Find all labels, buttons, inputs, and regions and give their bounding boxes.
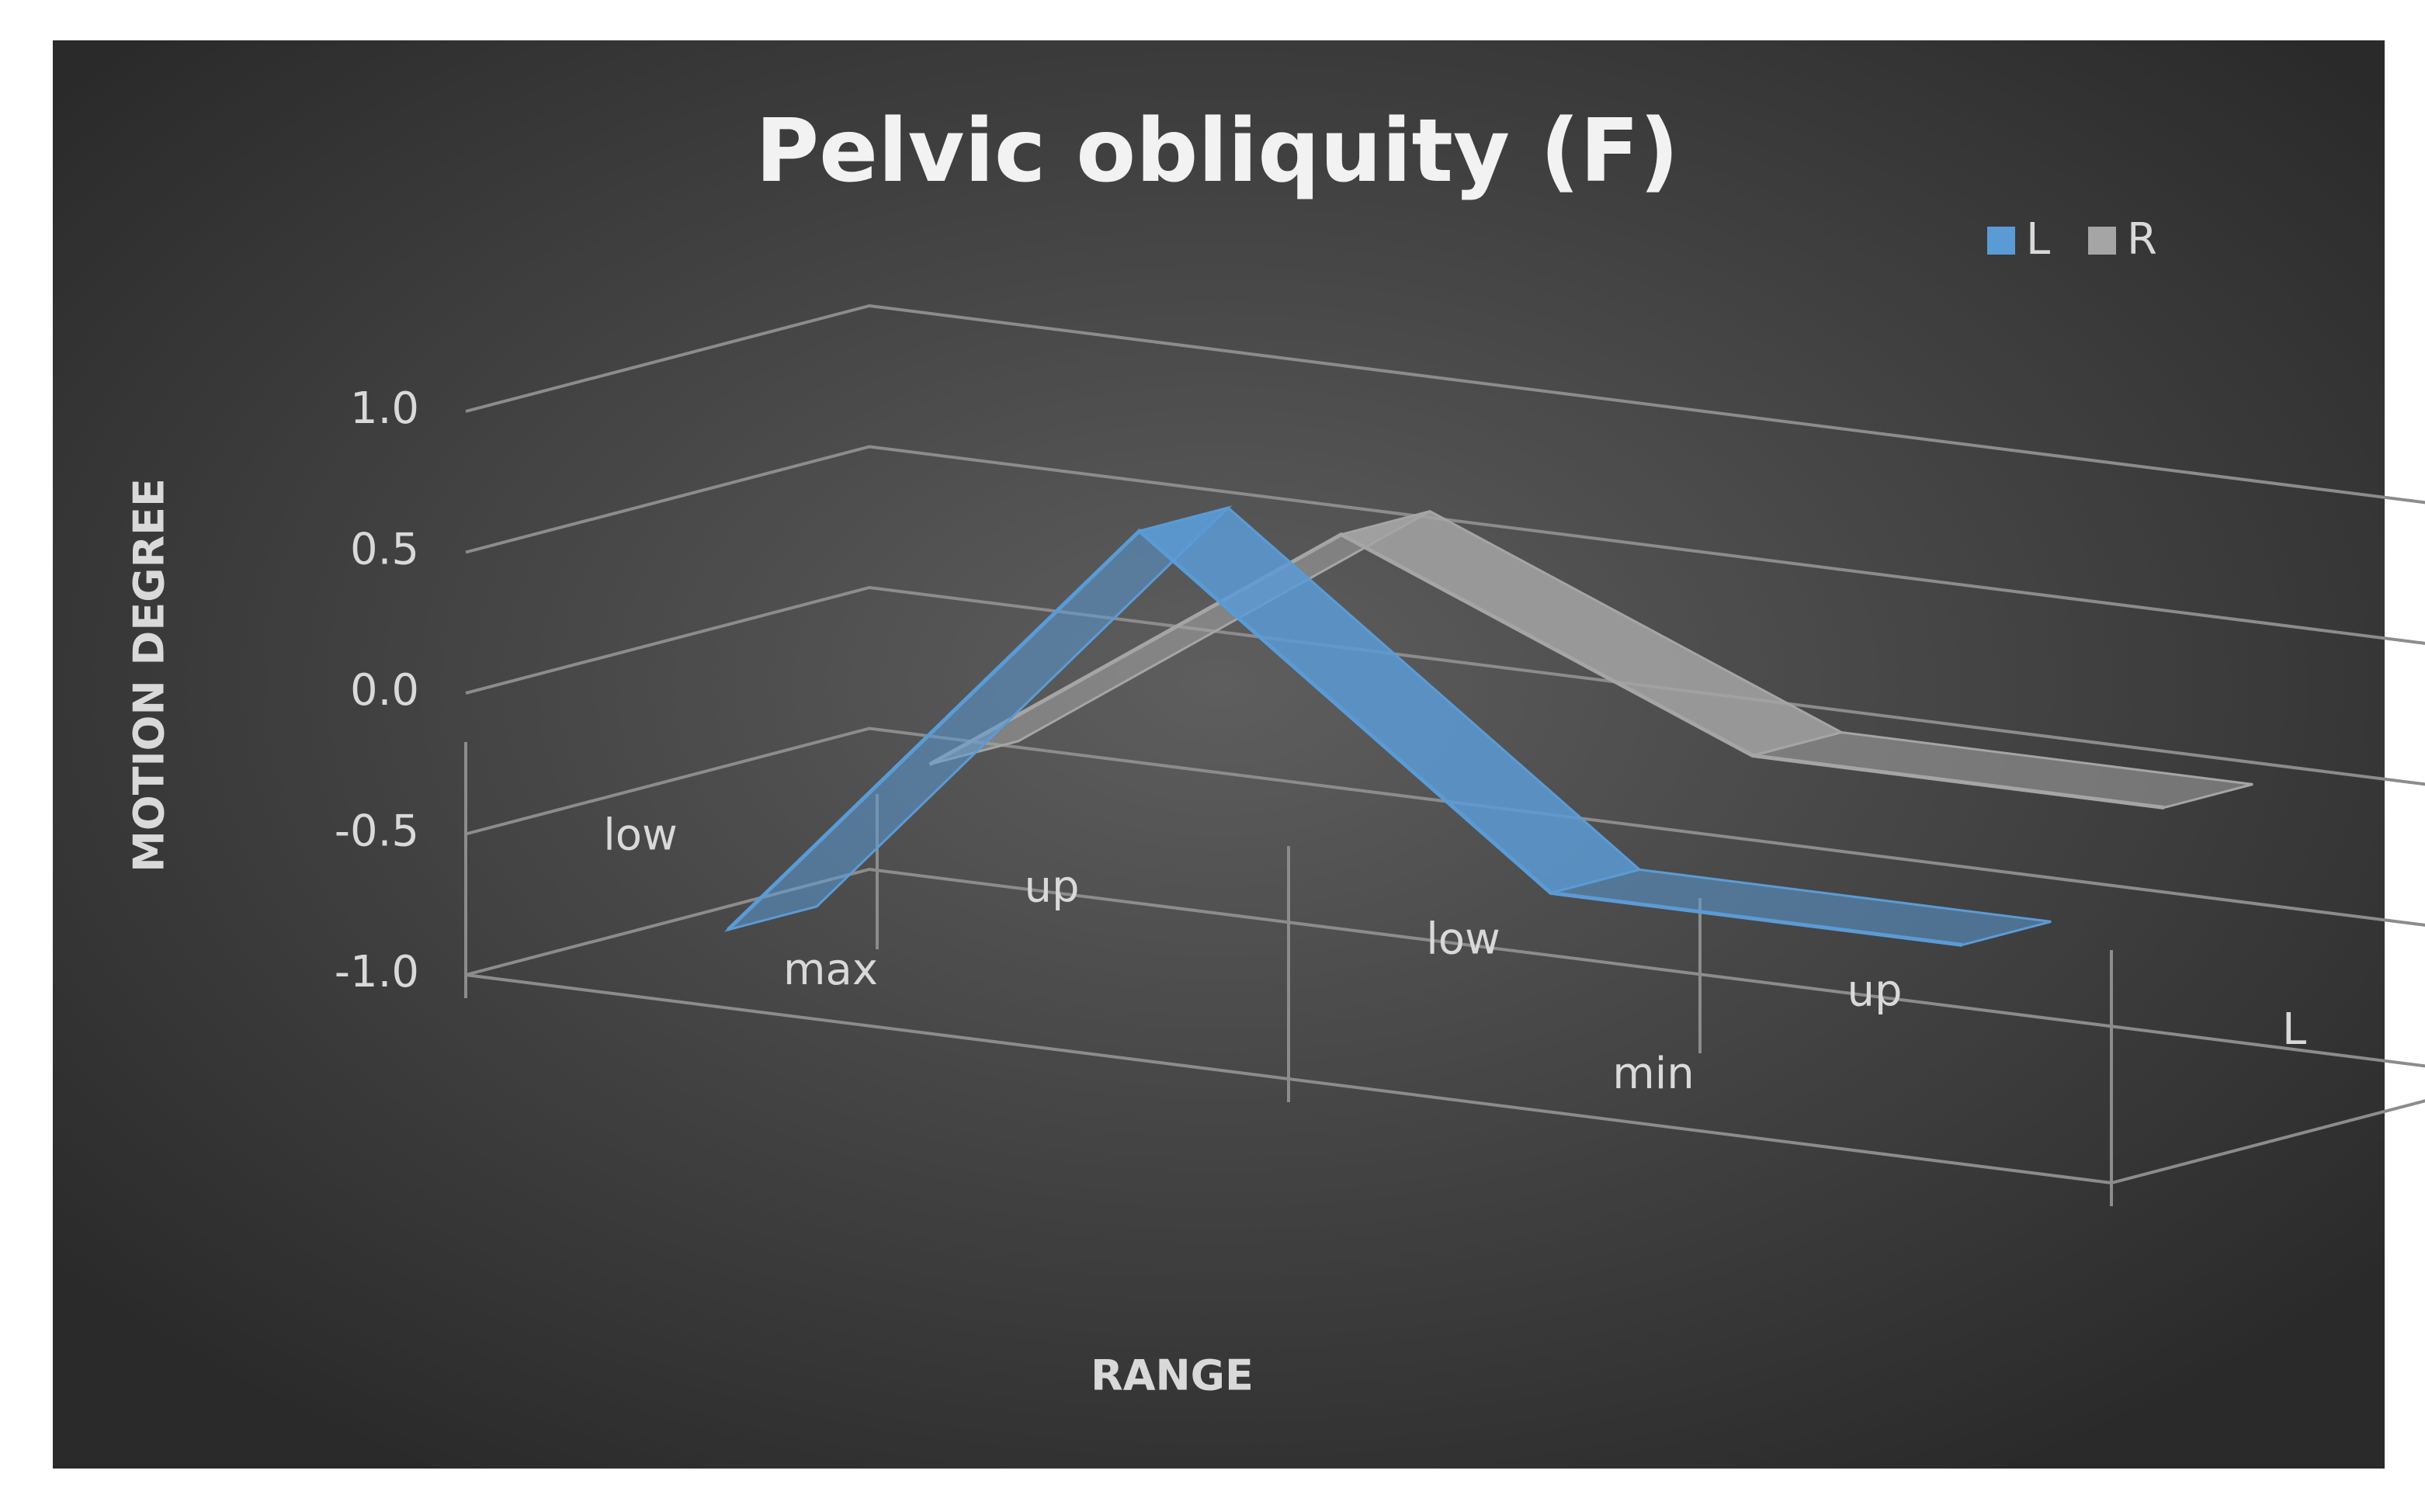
y-tick-label: 0.0 (350, 665, 419, 716)
grid-line (465, 585, 2425, 786)
y-tick-label: 1.0 (350, 383, 419, 434)
x-tick-label: up (1847, 966, 1902, 1017)
y-tick-label: 0.5 (350, 525, 419, 575)
grid-line (465, 303, 2425, 505)
y-axis-title: MOTION DEGREE (125, 478, 174, 872)
grid-line (465, 867, 2425, 1068)
x-tick-label: low (603, 810, 678, 861)
x-axis-title: RANGE (1091, 1351, 1254, 1400)
x-tick-label: low (1426, 914, 1500, 965)
series-line (928, 532, 2165, 810)
x-group-label: max (783, 945, 878, 995)
y-tick-label: -0.5 (335, 806, 419, 857)
legend-label: R (2127, 214, 2157, 265)
legend-swatch (1987, 227, 2015, 255)
x-tick-label: up (1024, 862, 1079, 913)
x-group-label: min (1612, 1049, 1695, 1099)
grid-line (465, 727, 2425, 927)
legend-label: L (2026, 214, 2050, 265)
series-line (727, 528, 1963, 947)
chart-title: Pelvic obliquity (F) (755, 101, 1679, 202)
y-tick-label: -1.0 (335, 947, 419, 997)
grid-line (465, 445, 2425, 645)
legend-swatch (2088, 227, 2116, 255)
depth-label: L (2282, 1004, 2306, 1055)
